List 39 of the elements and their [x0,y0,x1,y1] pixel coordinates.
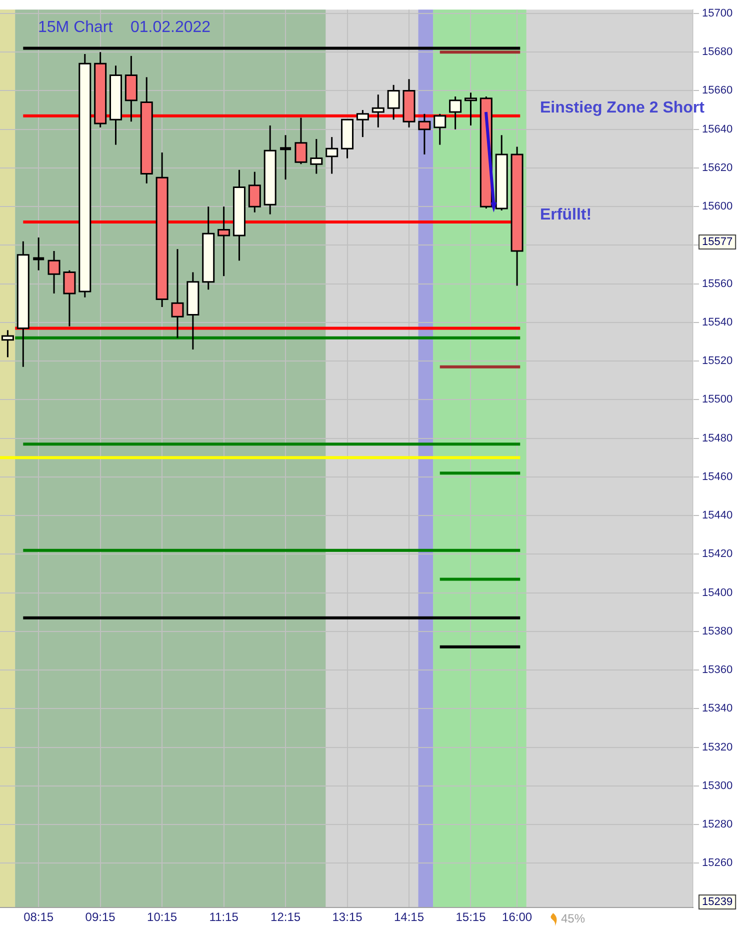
y-tick-label: 15620 [702,162,733,174]
y-tick-label: 15600 [702,200,733,213]
text: 45% [561,911,586,926]
x-tick-label: 09:15 [85,910,116,924]
y-tick-label: 15340 [702,702,733,715]
y-tick-label: 15520 [702,355,733,368]
y-tick-label: 15500 [702,394,733,406]
y-tick-label: 15260 [702,857,733,870]
annotation: Erfüllt! [540,206,592,224]
y-tick-label: 15560 [702,278,733,290]
x-tick-label: 11:15 [209,910,239,924]
x-tick-label: 15:15 [456,910,486,924]
text: 15239 [702,896,733,908]
y-tick-label: 15680 [702,46,733,58]
y-tick-label: 15640 [702,123,733,136]
y-tick-label: 15300 [702,780,733,792]
x-tick-label: 13:15 [332,910,363,924]
y-tick-label: 15480 [702,432,733,444]
x-tick-label: 12:15 [270,910,301,924]
x-tick-label: 16:00 [502,910,532,924]
y-tick-label: 15440 [702,510,733,522]
y-tick-label: 15540 [702,316,733,328]
x-tick-label: 14:15 [394,910,424,924]
x-tick-label: 10:15 [147,910,178,924]
annotation: Einstieg Zone 2 Short [540,99,706,116]
y-tick-label: 15700 [702,7,733,20]
y-tick-label: 15380 [702,625,733,638]
y-tick-label: 15280 [702,818,733,831]
y-tick-label: 15400 [702,586,733,599]
candlestick [33,236,44,272]
y-tick-label: 15420 [702,548,733,560]
y-tick-label: 15460 [702,470,733,483]
y-tick-label: 15660 [702,84,733,97]
text: 15577 [702,236,733,248]
text: 15M Chart 01.02.2022 [38,19,211,36]
x-tick-label: 08:15 [24,910,54,924]
y-tick-label: 15320 [702,741,733,754]
y-tick-label: 15360 [702,664,733,676]
candlestick [280,134,292,180]
